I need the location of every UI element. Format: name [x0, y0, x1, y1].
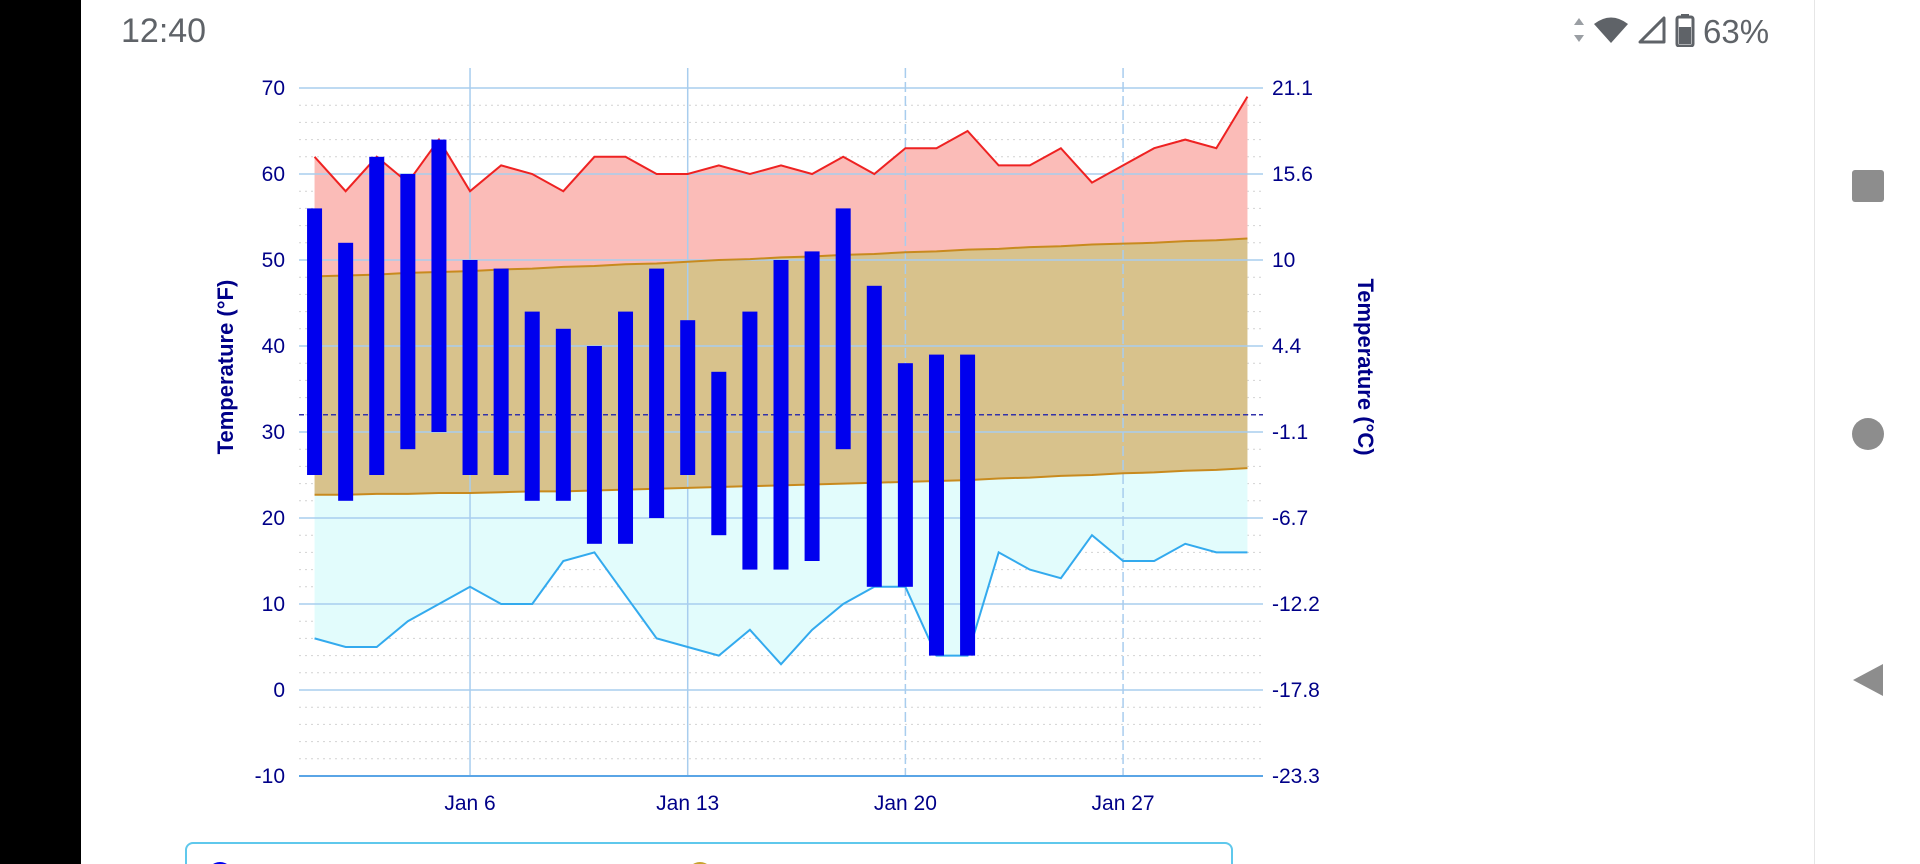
recents-square-icon — [1852, 170, 1884, 202]
y2-tick-label: -6.7 — [1272, 507, 1308, 530]
observed-range-bar — [555, 328, 571, 501]
y-axis-title: Temperature (°F) — [213, 280, 238, 455]
legend-dot-observed — [207, 862, 233, 864]
x-tick-label: Jan 20 — [874, 792, 937, 815]
navigation-bar — [1814, 0, 1920, 864]
record-high-line — [313, 96, 1249, 193]
x-tick-label: Jan 6 — [444, 792, 495, 815]
y2-tick-label: -17.8 — [1272, 679, 1320, 702]
observed-range-bar — [649, 268, 665, 518]
chart-legend — [185, 842, 1233, 864]
y2-axis-title: Temperature (°C) — [1353, 278, 1378, 455]
x-tick-label: Jan 13 — [656, 792, 719, 815]
observed-range-bar — [897, 363, 913, 587]
observed-range-bar — [524, 311, 540, 501]
y-tick-label: 0 — [273, 679, 285, 702]
back-button[interactable] — [1850, 662, 1886, 698]
y2-tick-label: 10 — [1272, 249, 1295, 272]
observed-range-bar — [773, 260, 789, 570]
observed-range-bar — [804, 251, 820, 561]
y-tick-label: 10 — [262, 593, 285, 616]
y-tick-label: -10 — [255, 765, 285, 788]
phone-screen: 12:40 63% -10 0 10 20 30 40 50 60 70 -23.3 -17.8 -1… — [81, 0, 1920, 864]
wifi-icon — [1593, 15, 1629, 50]
record-high-area — [314, 96, 1248, 277]
observed-range-bar — [493, 268, 509, 475]
observed-range-bar — [431, 139, 447, 432]
observed-range-bar — [928, 354, 944, 656]
y2-tick-label: -12.2 — [1272, 593, 1320, 616]
chart-svg: -10 0 10 20 30 40 50 60 70 -23.3 -17.8 -12.2 -6.7 -1.… — [213, 68, 1378, 815]
observed-range-bar — [960, 354, 976, 656]
observed-range-bar — [338, 242, 354, 501]
y-tick-label: 30 — [262, 421, 285, 444]
observed-range-bar — [618, 311, 634, 544]
temperature-chart: -10 0 10 20 30 40 50 60 70 -23.3 -17.8 -12.2 -6.7 -1.… — [201, 58, 1401, 864]
observed-range-bar — [462, 260, 478, 475]
y-tick-label: 70 — [262, 77, 285, 100]
home-button[interactable] — [1850, 416, 1886, 452]
y-tick-label: 60 — [262, 163, 285, 186]
recents-button[interactable] — [1850, 168, 1886, 204]
y-tick-label: 40 — [262, 335, 285, 358]
status-icons: 63% — [1573, 10, 1769, 54]
observed-range-bar — [742, 311, 758, 570]
y-tick-label: 20 — [262, 507, 285, 530]
observed-range-bar — [369, 156, 385, 476]
cell-signal-icon — [1637, 15, 1667, 50]
observed-range-bar — [835, 208, 851, 450]
observed-range-bar — [400, 174, 416, 450]
observed-range-bar — [680, 320, 696, 475]
observed-range-bar — [307, 208, 323, 475]
y2-tick-label: 21.1 — [1272, 77, 1313, 100]
status-time: 12:40 — [121, 12, 207, 50]
status-bar: 12:40 63% — [81, 0, 1920, 64]
observed-range-bar — [711, 371, 727, 536]
y2-tick-label: 15.6 — [1272, 163, 1313, 186]
x-tick-label: Jan 27 — [1092, 792, 1155, 815]
record-low-line — [314, 533, 1248, 666]
y2-tick-label: 4.4 — [1272, 335, 1302, 358]
y2-tick-label: -1.1 — [1272, 421, 1308, 444]
legend-dot-normal — [687, 862, 713, 864]
back-triangle-icon — [1853, 664, 1883, 696]
observed-range-bar — [866, 285, 882, 587]
y2-tick-label: -23.3 — [1272, 765, 1320, 788]
y-tick-label: 50 — [262, 249, 285, 272]
battery-percent: 63% — [1703, 13, 1770, 50]
observed-range-bar — [586, 346, 602, 544]
battery-icon — [1675, 13, 1695, 52]
data-arrows-icon — [1573, 16, 1585, 49]
home-circle-icon — [1852, 418, 1884, 450]
